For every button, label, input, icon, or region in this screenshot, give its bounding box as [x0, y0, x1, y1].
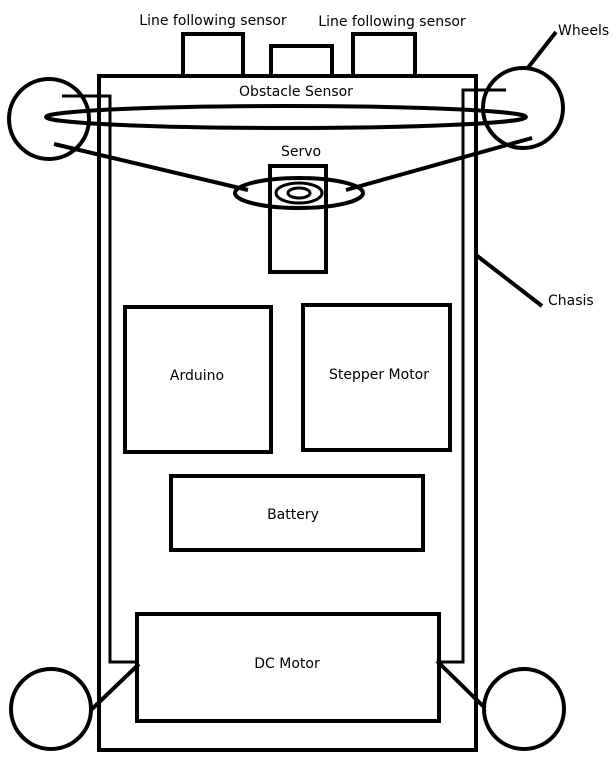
right-rail: [439, 88, 506, 664]
rear-left-wheel: [9, 667, 93, 751]
left-rail: [62, 94, 139, 664]
line-sensor-left-label: Line following sensor: [139, 13, 287, 29]
obstacle-sensor-label: Obstacle Sensor: [239, 84, 353, 100]
rear-left-axle: [89, 662, 141, 712]
servo-horn: [233, 176, 365, 210]
chassis-frame: [97, 74, 478, 752]
rear-right-axle: [435, 659, 487, 710]
dc-motor-box: [135, 612, 441, 723]
servo-label: Servo: [281, 144, 321, 160]
arduino-box: [123, 305, 273, 454]
front-right-wheel: [481, 66, 565, 150]
line-sensor-right-box: [351, 32, 417, 78]
line-sensor-left-box: [181, 32, 245, 78]
front-left-wheel: [7, 77, 91, 161]
wheels-leader-line: [525, 30, 558, 71]
dc-motor-label: DC Motor: [254, 656, 320, 672]
wheels-label: Wheels: [558, 23, 609, 39]
line-sensor-right-label: Line following sensor: [318, 14, 466, 30]
right-tie-line: [345, 136, 533, 192]
servo-hub-inner: [286, 186, 312, 200]
obstacle-sensor-belt: [44, 104, 528, 130]
arduino-label: Arduino: [170, 368, 224, 384]
chasis-label: Chasis: [548, 293, 594, 309]
stepper-motor-label: Stepper Motor: [329, 367, 429, 383]
battery-label: Battery: [267, 507, 319, 523]
rear-right-wheel: [482, 667, 566, 751]
stepper-motor-box: [301, 303, 452, 452]
left-tie-line: [53, 142, 249, 192]
battery-box: [169, 474, 425, 552]
center-sensor-box: [269, 44, 334, 78]
servo-hub-outer: [274, 181, 324, 205]
chasis-leader-line: [474, 253, 544, 308]
